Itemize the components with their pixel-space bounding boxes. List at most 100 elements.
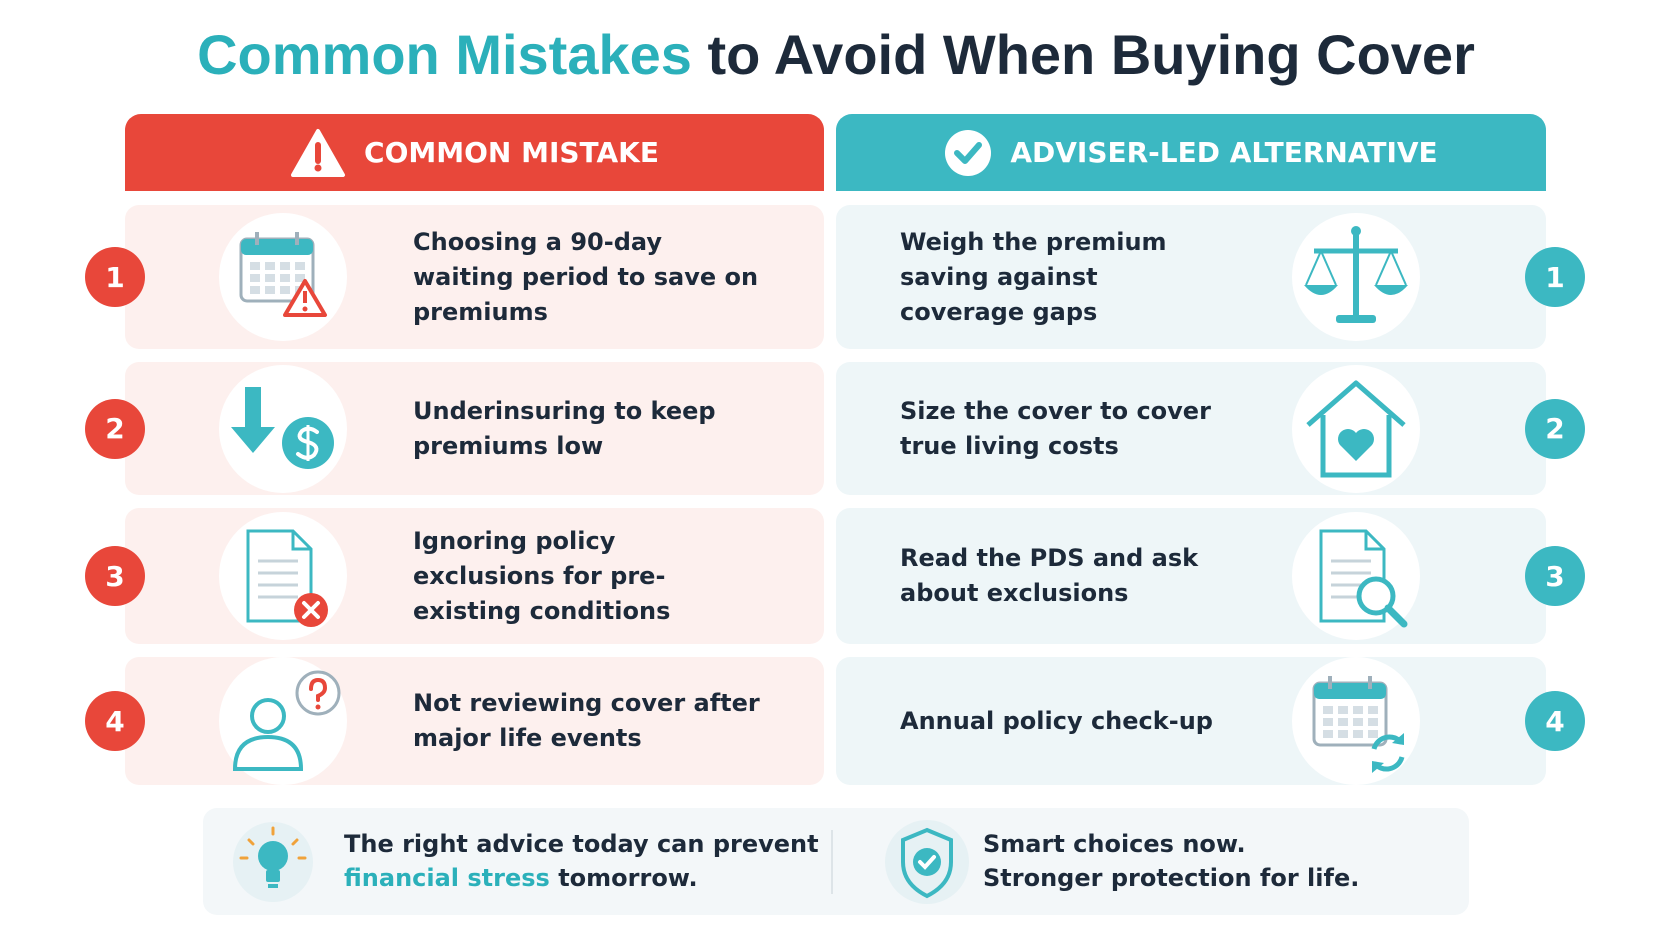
row-icon [1290,655,1422,787]
header-text: COMMON MISTAKE [364,136,659,169]
title-rest: to Avoid When Buying Cover [707,23,1475,86]
alternative-text: Weigh the premium saving against coverag… [900,227,1167,326]
icon-part [219,364,347,493]
row-number: 2 [1525,398,1585,459]
icon-part [280,274,290,282]
header-alternative: ADVISER-LED ALTERNATIVE [836,114,1546,191]
icon-part [1312,676,1405,773]
row-number: 4 [1525,691,1585,751]
icon-part [1304,285,1338,295]
icon-part [268,884,278,888]
row-number: 4 [85,691,145,751]
footer-left: The right advice today can prevent financ… [344,827,819,895]
icon-part [1374,285,1408,295]
icon-part [315,704,321,710]
icon-part [280,262,290,270]
icon-part [239,232,327,317]
icon-part [302,306,308,312]
icon-part [1323,718,1333,726]
alternative-text: Annual policy check-up [900,706,1213,735]
icon-part [1305,250,1322,286]
icon-part [295,670,341,716]
icon-part [265,274,275,282]
icon-part [1353,718,1363,726]
row-number: 1 [85,247,145,307]
icon-part [1368,730,1378,738]
icon-part [280,286,290,294]
icon-part [295,262,305,270]
icon-part [231,386,275,453]
alternative-row [836,205,1546,349]
alternative-row [836,508,1546,644]
row-number: 1 [1525,247,1585,307]
icon-part [219,213,347,341]
alternative-row [836,657,1546,785]
icon-part [1392,733,1404,745]
footer-right: Smart choices now. Stronger protection fo… [983,827,1359,895]
alternative-row [836,362,1546,495]
footer-highlight: financial stress [344,864,550,892]
bulb-icon [233,822,313,902]
icon-part [295,274,305,282]
icon-part [1292,657,1420,785]
warning-icon [291,128,346,177]
row-number: 2 [85,398,145,459]
icon-part [1356,576,1396,616]
icon-part [1336,315,1376,323]
row-number: 3 [1525,546,1585,606]
row-icon [1290,510,1422,642]
row-icon [217,510,349,642]
icon-part [246,529,328,627]
icon-part [945,129,992,176]
icon-part [1353,730,1363,738]
icon-part [241,239,313,255]
row-icon [1290,363,1422,495]
row-icon [217,655,349,787]
mistake-text: Choosing a 90-day waiting period to save… [413,227,759,326]
icon-part [918,855,936,870]
footer: The right advice today can prevent financ… [203,808,1469,915]
icon-part [231,386,334,469]
icon-part [1305,250,1407,286]
icon-part [1306,380,1406,427]
row-icon [217,363,349,495]
icon-part [1338,730,1348,738]
icon-part [1375,250,1392,286]
icon-part [250,286,260,294]
icon-part [1351,226,1361,236]
icon-part [1338,428,1374,461]
alternative-text: Read the PDS and ask about exclusions [900,544,1199,607]
icon-part [250,698,286,734]
icon-part [1364,531,1384,551]
icon-part [1306,380,1406,477]
icon-part [1323,730,1333,738]
icon-part [250,274,260,282]
icon-part [265,286,275,294]
footer-text: The right advice today can prevent [344,830,819,858]
icon-part [1372,761,1384,773]
icon-part [258,841,288,871]
icon-part [232,670,341,771]
icon-part [1384,604,1408,628]
icon-part [1320,250,1337,286]
mistake-text: Not reviewing cover after major life eve… [413,689,760,752]
footer-text: tomorrow. [558,864,698,892]
icon-part [309,677,328,702]
mistake-text: Ignoring policy exclusions for pre-exist… [413,526,671,625]
icon-part [314,164,322,171]
icon-part [1292,512,1420,640]
header-text: ADVISER-LED ALTERNATIVE [1010,136,1438,169]
icon-part [1338,718,1348,726]
alternative-text: Size the cover to cover true living cost… [900,396,1211,460]
icon-part [1292,213,1420,341]
header-mistake: COMMON MISTAKE [125,114,824,191]
icon-part [247,838,255,846]
icon-part [265,262,275,270]
icon-part [1338,706,1348,714]
icon-part [232,734,304,771]
icon-part [266,870,280,882]
footer-text: Smart choices now. [983,830,1246,858]
mistake-text: Underinsuring to keep premiums low [413,396,716,460]
title: Common Mistakes to Avoid When Buying Cov… [0,22,1672,87]
